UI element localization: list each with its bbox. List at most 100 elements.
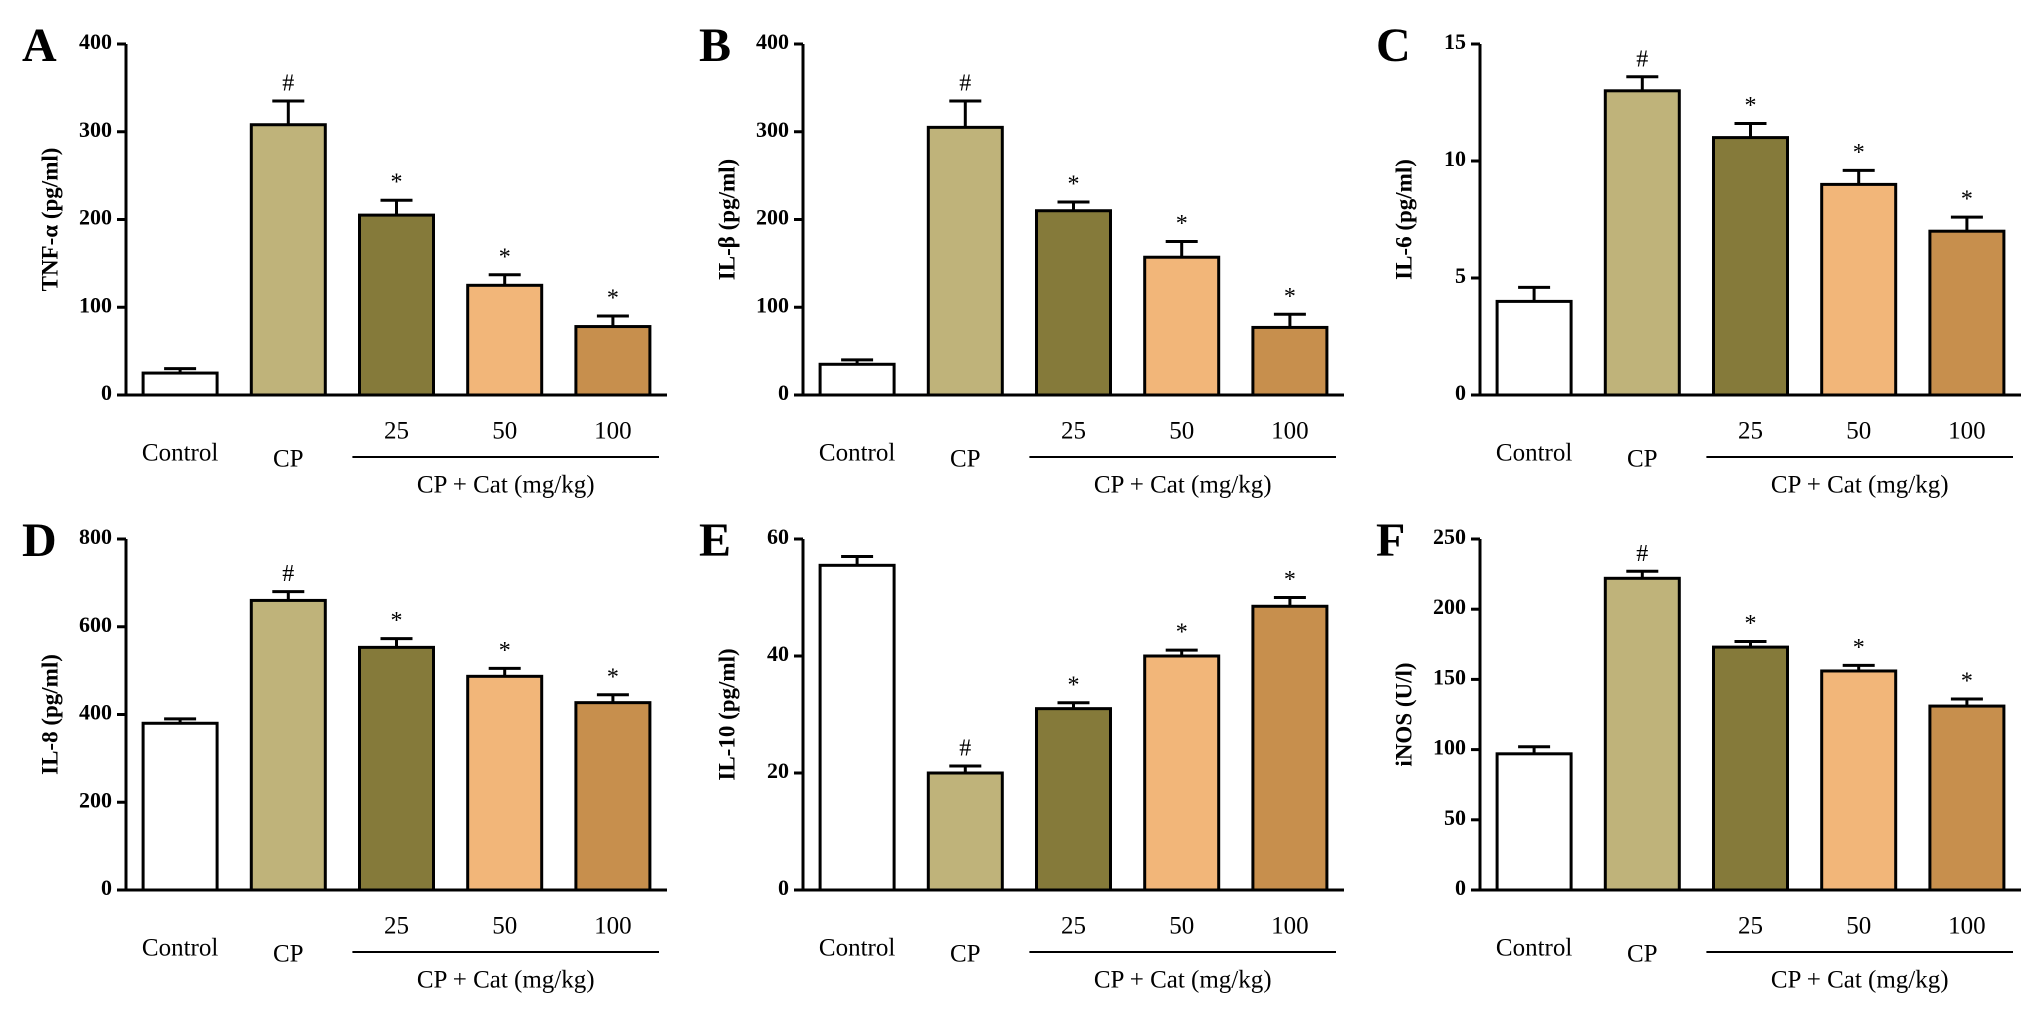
x-tick-label: 100 [1948, 913, 1986, 940]
y-tick-label: 400 [79, 29, 112, 54]
panel-label: D [22, 514, 57, 567]
error-bar [164, 717, 197, 724]
bar [1495, 299, 1573, 397]
bar [1143, 654, 1221, 892]
y-tick-label: 300 [79, 117, 112, 142]
error-bar [596, 314, 629, 327]
group-label: CP + Cat (mg/kg) [1094, 967, 1272, 994]
y-tick-label: 60 [767, 524, 789, 549]
significance-mark: * [1068, 672, 1080, 698]
significance-mark: # [282, 71, 294, 97]
bar [1603, 576, 1681, 892]
bar [574, 701, 652, 892]
significance-mark: * [1853, 635, 1865, 661]
error-bar [1057, 701, 1090, 709]
error-bar [272, 590, 305, 601]
bar [141, 721, 219, 892]
y-tick-label: 800 [79, 524, 112, 549]
bar [249, 123, 327, 397]
x-tick-label: 25 [384, 913, 409, 940]
error-bar [1734, 122, 1767, 138]
significance-mark: * [607, 286, 619, 312]
bar [249, 598, 327, 892]
x-tick-label: 25 [1061, 913, 1086, 940]
error-bar [1842, 168, 1875, 185]
error-bar [949, 764, 982, 773]
error-bar [1842, 663, 1875, 671]
significance-mark: * [499, 244, 511, 270]
panel-label: C [1376, 19, 1411, 72]
significance-mark: # [959, 71, 971, 97]
group-label: CP + Cat (mg/kg) [1771, 472, 1949, 499]
x-tick-label: 50 [1169, 913, 1194, 940]
x-tick-label: 50 [1169, 418, 1194, 445]
y-tick-label: 0 [1455, 380, 1466, 405]
x-tick-label: CP [1627, 941, 1658, 968]
error-bar [1057, 200, 1090, 211]
error-bar [596, 693, 629, 703]
error-bar [380, 637, 413, 648]
error-bar [1518, 285, 1551, 302]
error-bar [1273, 312, 1306, 328]
error-bar [164, 367, 197, 374]
y-axis-label: iNOS (U/l) [1391, 662, 1416, 766]
bar [1712, 136, 1789, 397]
y-tick-label: 20 [767, 758, 789, 783]
error-bar [1950, 697, 1983, 707]
significance-mark: * [499, 638, 511, 664]
group-label: CP + Cat (mg/kg) [417, 472, 595, 499]
y-axis-label: TNF-α (pg/ml) [37, 148, 62, 292]
y-tick-label: 0 [778, 380, 789, 405]
y-axis-label: IL-6 (pg/ml) [1391, 159, 1416, 280]
error-bar [380, 198, 413, 216]
significance-mark: * [1176, 211, 1188, 237]
error-bar [949, 99, 982, 128]
error-bar [1950, 215, 1983, 232]
y-tick-label: 250 [1433, 524, 1466, 549]
panel: C IL-6 (pg/ml) 0 5 10 15 Control # CP * 25 * 50 * 100 C… [1376, 19, 2021, 499]
y-tick-label: 50 [1444, 805, 1466, 830]
group-label: CP + Cat (mg/kg) [417, 967, 595, 994]
x-tick-label: CP [1627, 446, 1658, 473]
x-tick-label: 100 [1271, 418, 1309, 445]
significance-mark: * [1961, 187, 1973, 213]
error-bar [1626, 569, 1659, 579]
bar [926, 771, 1004, 892]
significance-mark: * [1961, 669, 1973, 695]
y-tick-label: 0 [101, 875, 112, 900]
significance-mark: # [1636, 541, 1648, 567]
bar [818, 362, 896, 397]
y-tick-label: 200 [1433, 594, 1466, 619]
significance-mark: # [959, 735, 971, 761]
x-tick-label: CP [950, 446, 981, 473]
x-tick-label: 100 [1948, 418, 1986, 445]
x-tick-label: 100 [594, 913, 632, 940]
group-label: CP + Cat (mg/kg) [1771, 967, 1949, 994]
x-tick-label: 100 [594, 418, 632, 445]
significance-mark: * [1176, 620, 1188, 646]
bar [1495, 752, 1573, 892]
significance-mark: * [1745, 93, 1757, 119]
bar [1035, 209, 1112, 397]
x-tick-label: Control [819, 440, 895, 467]
x-tick-label: 50 [1846, 913, 1871, 940]
y-tick-label: 15 [1444, 29, 1466, 54]
bar [1603, 89, 1681, 397]
x-tick-label: 25 [1738, 418, 1763, 445]
x-tick-label: Control [819, 935, 895, 962]
panel: E IL-10 (pg/ml) 0 20 40 60 Control # CP * 25 * 50 * 10… [699, 514, 1344, 994]
significance-mark: * [391, 170, 403, 196]
error-bar [272, 99, 305, 125]
y-tick-label: 0 [1455, 875, 1466, 900]
bar [466, 283, 544, 397]
error-bar [1165, 239, 1198, 258]
x-tick-label: Control [142, 440, 218, 467]
y-tick-label: 400 [79, 700, 112, 725]
panel-label: A [22, 19, 57, 72]
bar [1928, 704, 2006, 892]
x-tick-label: 100 [1271, 913, 1309, 940]
error-bar [841, 555, 874, 566]
significance-mark: * [1745, 611, 1757, 637]
significance-mark: # [1636, 46, 1648, 72]
